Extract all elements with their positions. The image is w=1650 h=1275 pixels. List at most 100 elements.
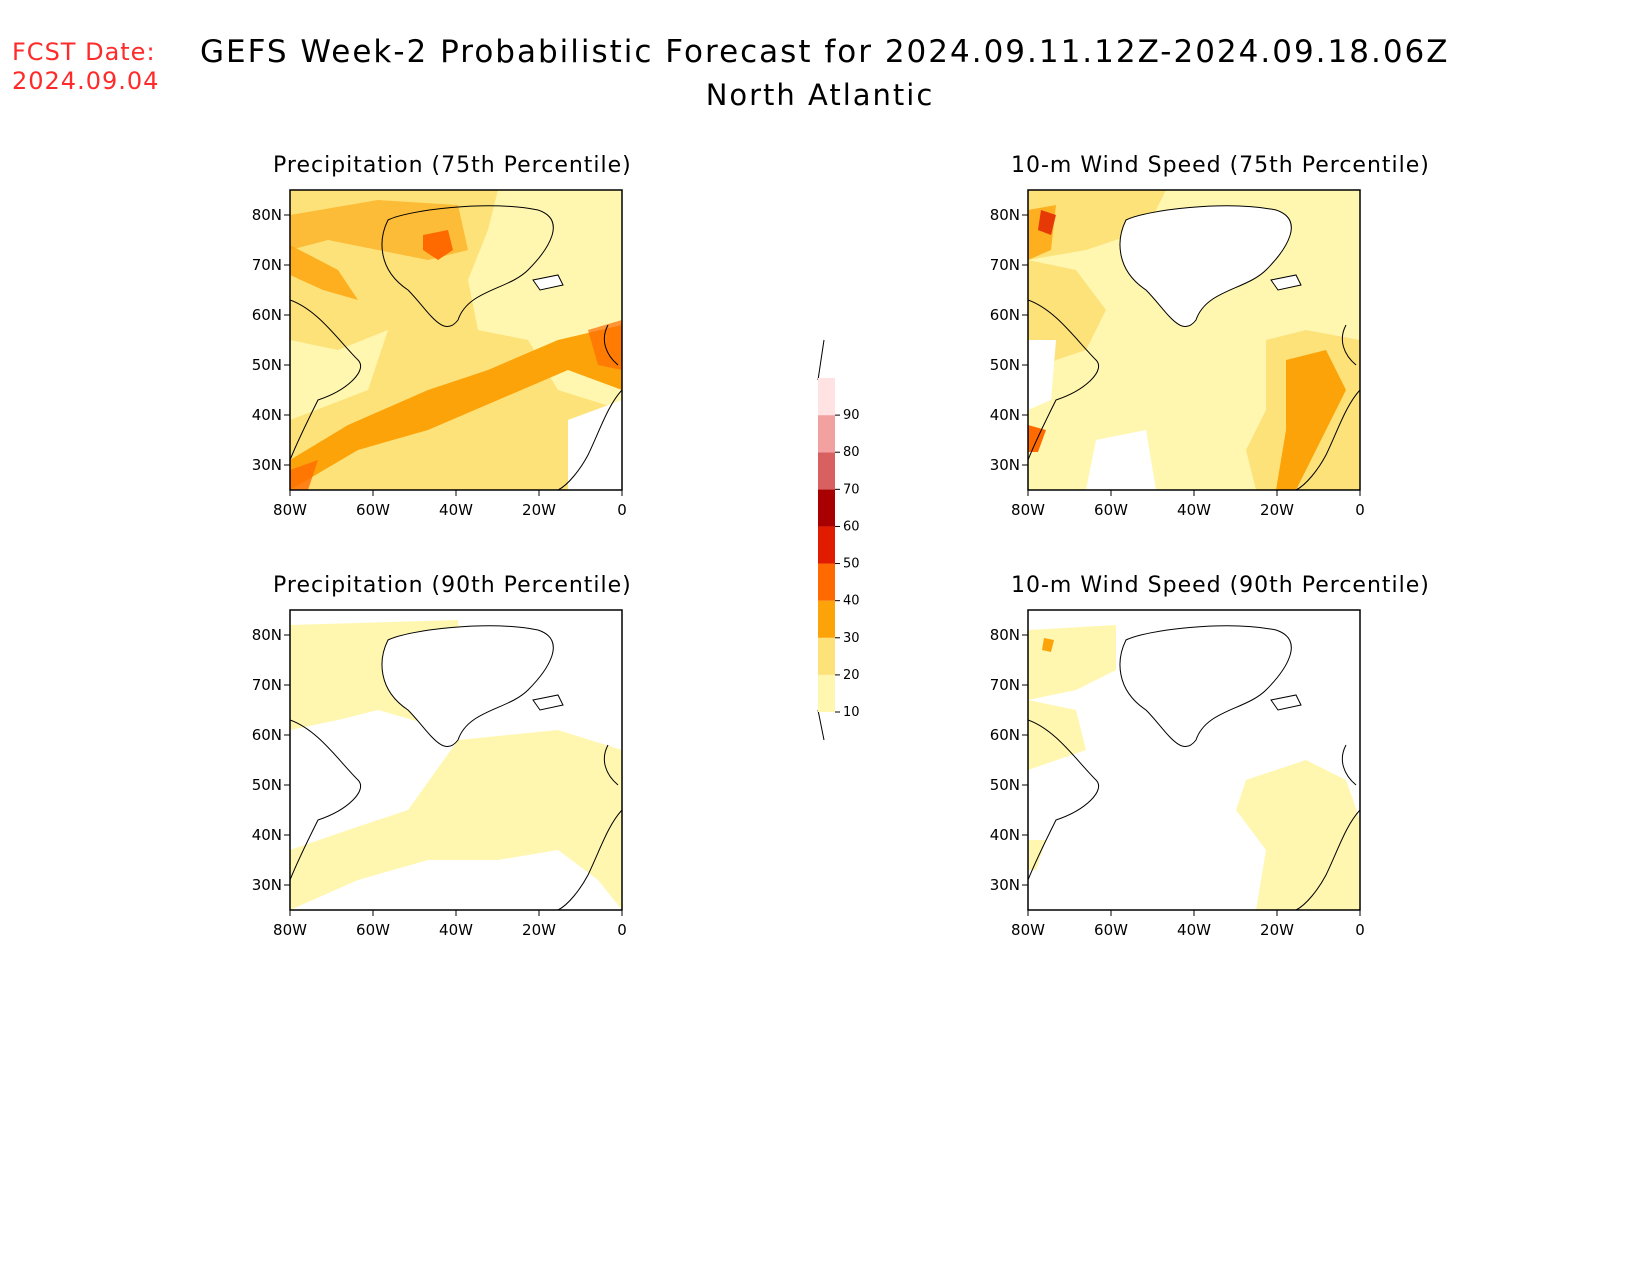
coast-iceland bbox=[532, 694, 564, 711]
colorbar-label-90: 90 bbox=[843, 408, 860, 423]
lat-label-40n: 40N bbox=[252, 406, 282, 424]
colorbar-swatch-7 bbox=[818, 415, 835, 453]
lat-label-70n: 70N bbox=[252, 256, 282, 274]
shade-yellow-north bbox=[1028, 190, 1166, 260]
forecast-date-value: 2024.09.04 bbox=[12, 67, 160, 95]
shade-orange-baffin bbox=[290, 245, 358, 300]
forecast-date-label: FCST Date: bbox=[12, 38, 156, 66]
colorbar-swatch-3 bbox=[818, 563, 835, 601]
lat-label-80n: 80N bbox=[252, 626, 282, 644]
lon-label-80w: 80W bbox=[1011, 501, 1045, 519]
map-panel-precip75: 80N 70N 60N 50N 40N 30N 80W 60W 40W 20W … bbox=[228, 189, 648, 530]
lat-label-30n: 30N bbox=[990, 876, 1020, 894]
lon-label-20w: 20W bbox=[1260, 921, 1294, 939]
lon-label-60w: 60W bbox=[1094, 921, 1128, 939]
colorbar-label-70: 70 bbox=[843, 482, 860, 497]
lat-label-70n: 70N bbox=[990, 676, 1020, 694]
colorbar-label-40: 40 bbox=[843, 594, 860, 609]
panel-title-precip75: Precipitation (75th Percentile) bbox=[273, 153, 632, 178]
lon-label-60w: 60W bbox=[1094, 501, 1128, 519]
coast-iceland bbox=[1270, 274, 1302, 291]
colorbar-swatch-1 bbox=[818, 637, 835, 675]
shade-light-band bbox=[290, 730, 622, 910]
map-panel-wind90: 80N 70N 60N 50N 40N 30N 80W 60W 40W 20W … bbox=[966, 609, 1386, 950]
coast-iceland bbox=[532, 274, 564, 291]
lon-ticks bbox=[1027, 910, 1361, 916]
lat-label-80n: 80N bbox=[990, 206, 1020, 224]
lat-label-60n: 60N bbox=[252, 306, 282, 324]
lon-label-0: 0 bbox=[617, 501, 627, 519]
lat-label-30n: 30N bbox=[252, 876, 282, 894]
shade-orange-east bbox=[1276, 350, 1346, 490]
coast-greenland bbox=[1119, 205, 1292, 327]
map-panel-precip90: 80N 70N 60N 50N 40N 30N 80W 60W 40W 20W … bbox=[228, 609, 648, 950]
map-wind75: 80N 70N 60N 50N 40N 30N 80W 60W 40W 20W … bbox=[990, 189, 1365, 519]
colorbar-label-50: 50 bbox=[843, 557, 860, 572]
lat-label-30n: 30N bbox=[990, 456, 1020, 474]
coast-north-america bbox=[1028, 719, 1099, 881]
coast-north-america bbox=[1028, 299, 1099, 461]
coast-north-america bbox=[290, 299, 361, 461]
lon-label-80w: 80W bbox=[273, 921, 307, 939]
coast-europe-africa bbox=[557, 324, 622, 490]
coast-europe-africa bbox=[557, 744, 622, 910]
shade-white-africa bbox=[568, 400, 622, 490]
coast-europe-africa bbox=[1295, 744, 1360, 910]
lon-label-40w: 40W bbox=[439, 501, 473, 519]
panel-title-precip90: Precipitation (90th Percentile) bbox=[273, 573, 632, 598]
shade-darkorange-greenland bbox=[423, 230, 453, 260]
lat-ticks bbox=[1022, 634, 1028, 886]
lat-label-40n: 40N bbox=[990, 826, 1020, 844]
lat-label-50n: 50N bbox=[990, 356, 1020, 374]
panel-title-wind90: 10-m Wind Speed (90th Percentile) bbox=[1011, 573, 1430, 598]
colorbar-swatch-4 bbox=[818, 526, 835, 564]
map-precip75: 80N 70N 60N 50N 40N 30N 80W 60W 40W 20W … bbox=[252, 189, 627, 519]
colorbar-swatch-6 bbox=[818, 452, 835, 490]
lat-ticks bbox=[284, 214, 290, 466]
shade-light-west bbox=[290, 330, 388, 420]
lat-label-60n: 60N bbox=[990, 726, 1020, 744]
lon-ticks bbox=[289, 490, 623, 496]
lat-ticks bbox=[1022, 214, 1028, 466]
colorbar-swatch-0 bbox=[818, 674, 835, 712]
lat-label-30n: 30N bbox=[252, 456, 282, 474]
colorbar-label-10: 10 bbox=[843, 705, 860, 720]
shade-orange-band bbox=[290, 325, 622, 490]
lon-label-40w: 40W bbox=[1177, 501, 1211, 519]
map-precip90: 80N 70N 60N 50N 40N 30N 80W 60W 40W 20W … bbox=[252, 609, 627, 939]
shade-orange-nw bbox=[1042, 638, 1054, 652]
shade-darkorange-sw bbox=[290, 460, 318, 490]
lat-label-60n: 60N bbox=[252, 726, 282, 744]
shade-white-south bbox=[1086, 430, 1156, 490]
coast-iceland bbox=[1270, 694, 1302, 711]
colorbar-label-80: 80 bbox=[843, 445, 860, 460]
lon-label-60w: 60W bbox=[356, 501, 390, 519]
coast-greenland bbox=[381, 205, 554, 327]
lon-label-80w: 80W bbox=[273, 501, 307, 519]
lat-label-50n: 50N bbox=[252, 356, 282, 374]
coast-europe-africa bbox=[1295, 324, 1360, 490]
lon-label-0: 0 bbox=[617, 921, 627, 939]
colorbar-label-30: 30 bbox=[843, 631, 860, 646]
lon-ticks bbox=[289, 910, 623, 916]
colorbar-swatch-8 bbox=[818, 378, 835, 416]
lon-label-80w: 80W bbox=[1011, 921, 1045, 939]
lon-label-0: 0 bbox=[1355, 501, 1365, 519]
lat-label-70n: 70N bbox=[990, 256, 1020, 274]
colorbar-svg: 10 20 30 40 50 60 70 80 90 bbox=[817, 339, 860, 741]
map-wind90: 80N 70N 60N 50N 40N 30N 80W 60W 40W 20W … bbox=[990, 609, 1365, 939]
lat-label-50n: 50N bbox=[990, 776, 1020, 794]
lon-label-0: 0 bbox=[1355, 921, 1365, 939]
lon-label-60w: 60W bbox=[356, 921, 390, 939]
lat-label-70n: 70N bbox=[252, 676, 282, 694]
coast-north-america bbox=[290, 719, 361, 881]
colorbar-swatch-5 bbox=[818, 489, 835, 527]
region-title: North Atlantic bbox=[705, 78, 935, 112]
lat-label-80n: 80N bbox=[990, 626, 1020, 644]
lon-label-40w: 40W bbox=[439, 921, 473, 939]
colorbar-swatch-2 bbox=[818, 600, 835, 638]
lat-label-50n: 50N bbox=[252, 776, 282, 794]
shade-red-nw bbox=[1038, 210, 1056, 235]
main-title: GEFS Week-2 Probabilistic Forecast for 2… bbox=[200, 34, 1450, 70]
lon-label-20w: 20W bbox=[1260, 501, 1294, 519]
